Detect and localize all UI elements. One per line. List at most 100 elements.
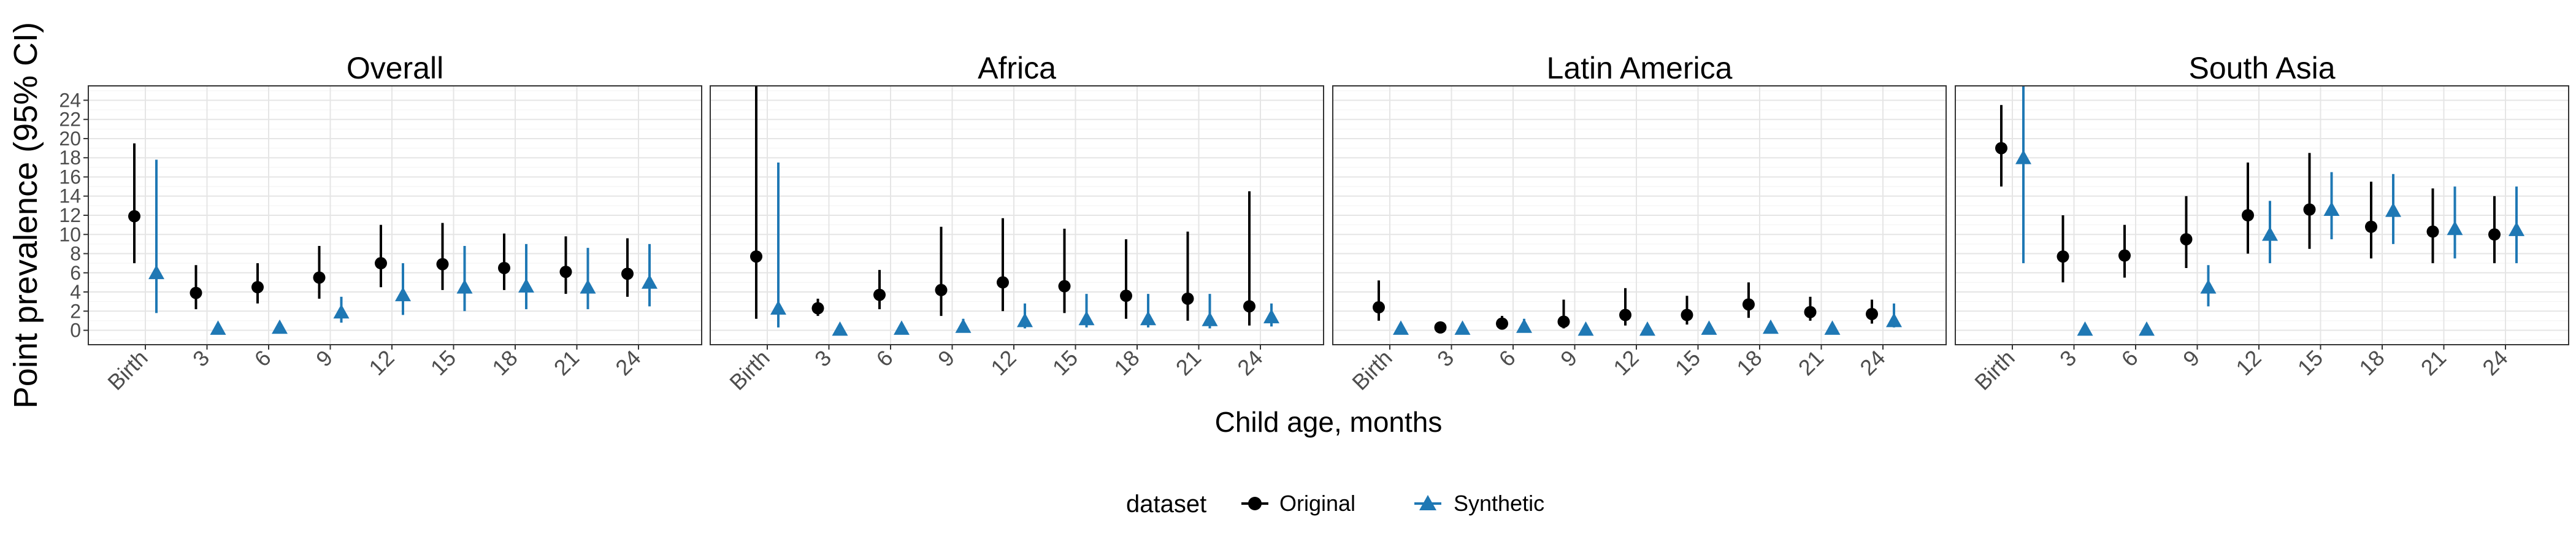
panel-frame xyxy=(710,85,1324,345)
y-tick-label: 6 xyxy=(70,262,81,284)
panel-frame xyxy=(88,85,702,345)
x-axis-title: Child age, months xyxy=(1215,406,1443,438)
panel-africa: Africa Birth 3 6 9 12 15 18 21 24 xyxy=(710,51,1324,395)
original-point xyxy=(2180,233,2193,246)
x-tick-label: 18 xyxy=(1731,345,1766,380)
synthetic-point xyxy=(2323,201,2340,217)
y-tick-label: 2 xyxy=(70,300,81,322)
x-tick-label: 21 xyxy=(1171,345,1206,380)
synthetic-point xyxy=(2015,150,2031,164)
synthetic-point xyxy=(2385,202,2401,217)
original-point xyxy=(2118,249,2131,262)
y-tick-label: 10 xyxy=(59,223,81,245)
original-point xyxy=(2303,203,2316,216)
synthetic-point xyxy=(1824,320,1841,335)
original-point xyxy=(1619,309,1631,321)
synthetic-point xyxy=(894,320,910,335)
original-point xyxy=(1995,142,2007,155)
synthetic-point xyxy=(1639,321,1655,336)
original-point xyxy=(1373,301,1385,314)
x-tick-label: 15 xyxy=(1048,345,1083,380)
original-point xyxy=(559,266,572,278)
x-tick-label: 3 xyxy=(810,345,836,372)
original-point xyxy=(2057,250,2069,263)
original-point xyxy=(997,276,1009,289)
legend-key-original-marker xyxy=(1248,497,1262,510)
y-tick-label: 0 xyxy=(70,320,81,342)
synthetic-point xyxy=(580,279,596,294)
x-tick-label: 21 xyxy=(1793,345,1828,380)
x-tick-label: 15 xyxy=(426,345,461,380)
original-point xyxy=(750,250,762,263)
synthetic-point xyxy=(1701,320,1717,335)
x-tick-label: Birth xyxy=(102,345,152,395)
legend: dataset Original Synthetic xyxy=(1126,491,1544,518)
panel-frame xyxy=(1955,85,2569,345)
original-point xyxy=(811,302,824,315)
original-point xyxy=(873,288,886,301)
x-tick-label: 18 xyxy=(1109,345,1144,380)
original-point xyxy=(1866,307,1878,320)
panel-overall: Overall Birth 3 6 9 12 15 18 21 24 xyxy=(88,51,702,395)
x-tick-label: 24 xyxy=(610,345,645,380)
original-point xyxy=(1681,309,1693,321)
synthetic-point xyxy=(2077,321,2093,336)
synthetic-point xyxy=(518,278,534,293)
synthetic-point xyxy=(1202,312,1218,326)
synthetic-point xyxy=(1577,321,1594,336)
synthetic-point xyxy=(2509,221,2524,236)
legend-label-synthetic: Synthetic xyxy=(1454,491,1544,516)
synthetic-point xyxy=(770,300,786,315)
x-tick-label: 6 xyxy=(250,345,276,372)
synthetic-point xyxy=(642,274,657,289)
y-tick-label: 18 xyxy=(59,147,81,169)
legend-title: dataset xyxy=(1126,491,1206,518)
synthetic-point xyxy=(456,279,473,294)
y-axis-title: Point prevalence (95% CI) xyxy=(7,22,44,408)
x-tick-label: 9 xyxy=(311,345,337,372)
x-tick-label: 18 xyxy=(2354,345,2389,380)
x-tick-label: 15 xyxy=(1670,345,1705,380)
x-tick-label: 21 xyxy=(2416,345,2451,380)
original-point xyxy=(2242,209,2254,221)
synthetic-point xyxy=(1078,310,1095,326)
y-tick-label: 24 xyxy=(59,89,81,111)
synthetic-point xyxy=(2447,220,2463,236)
synthetic-point xyxy=(148,264,164,280)
y-tick-label: 16 xyxy=(59,166,81,188)
panel-title: Africa xyxy=(978,51,1056,85)
x-tick-label: 9 xyxy=(933,345,959,372)
x-tick-label: Birth xyxy=(724,345,774,395)
original-point xyxy=(1120,289,1132,302)
y-tick-label: 12 xyxy=(59,204,81,226)
original-point xyxy=(1557,315,1570,328)
x-tick-label: 9 xyxy=(1555,345,1582,372)
panel-frame xyxy=(1332,85,1947,345)
original-point xyxy=(2365,220,2377,233)
original-point xyxy=(190,286,202,299)
synthetic-point xyxy=(210,320,226,335)
x-tick-label: 24 xyxy=(1855,345,1890,380)
x-tick-label: 18 xyxy=(487,345,522,380)
y-tick-label: 20 xyxy=(59,128,81,150)
panel-latin-america: Latin America Birth 3 6 9 12 15 18 21 24 xyxy=(1332,51,1947,395)
x-tick-label: 6 xyxy=(1494,345,1520,372)
synthetic-point xyxy=(1017,312,1033,328)
synthetic-point xyxy=(1454,320,1471,335)
synthetic-point xyxy=(2200,279,2217,294)
x-tick-label: 24 xyxy=(2477,345,2512,380)
x-tick-label: 12 xyxy=(2231,345,2266,380)
x-tick-label: 12 xyxy=(1608,345,1643,380)
original-point xyxy=(498,261,510,274)
synthetic-point xyxy=(1763,319,1779,334)
synthetic-point xyxy=(1393,320,1409,335)
x-tick-label: Birth xyxy=(1347,345,1397,395)
original-point xyxy=(1058,280,1071,293)
synthetic-point xyxy=(272,319,288,334)
original-point xyxy=(375,257,387,270)
synthetic-point xyxy=(2139,321,2155,336)
synthetic-point xyxy=(955,318,972,333)
x-tick-label: 15 xyxy=(2293,345,2328,380)
x-tick-label: Birth xyxy=(1969,345,2019,395)
